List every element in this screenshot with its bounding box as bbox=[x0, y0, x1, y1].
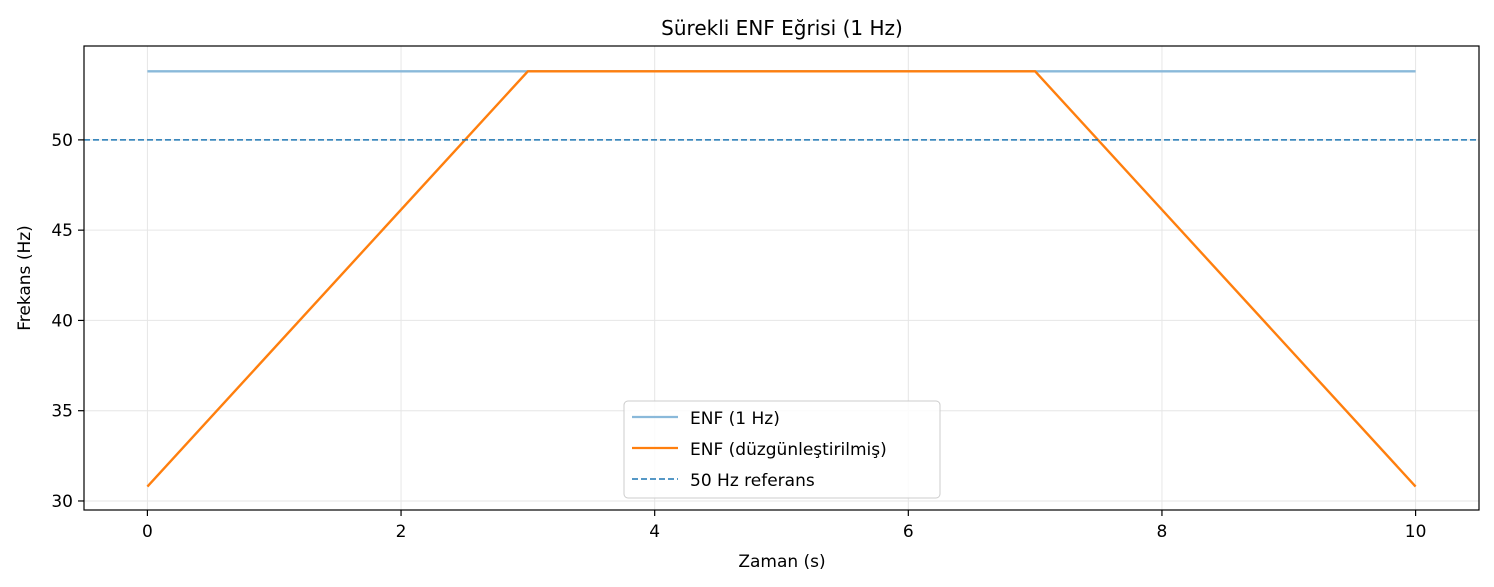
axis-ticks: 0 2 4 6 8 10 30 35 40 45 50 bbox=[51, 131, 1426, 542]
y-tick-label: 35 bbox=[51, 402, 73, 422]
grid-lines bbox=[84, 46, 1479, 510]
series-line-enf-smoothed bbox=[146, 70, 1417, 488]
plot-frame bbox=[83, 45, 1480, 511]
x-tick-label: 4 bbox=[649, 522, 660, 542]
x-tick-label: 0 bbox=[142, 522, 153, 542]
y-tick-label: 40 bbox=[51, 311, 73, 331]
y-axis-label: Frekans (Hz) bbox=[15, 225, 35, 331]
x-tick-label: 8 bbox=[1157, 522, 1168, 542]
legend-label-enf-smoothed: ENF (düzgünleştirilmiş) bbox=[690, 440, 887, 460]
y-tick-label: 50 bbox=[51, 131, 73, 151]
chart-title: Sürekli ENF Eğrisi (1 Hz) bbox=[661, 16, 903, 40]
x-tick-label: 10 bbox=[1405, 522, 1427, 542]
legend-label-50hz-reference: 50 Hz referans bbox=[690, 471, 815, 491]
x-tick-label: 2 bbox=[396, 522, 407, 542]
x-tick-label: 6 bbox=[903, 522, 914, 542]
legend-box bbox=[623, 400, 941, 499]
legend-label-enf-1hz: ENF (1 Hz) bbox=[690, 409, 780, 429]
y-tick-label: 30 bbox=[51, 492, 73, 512]
x-axis-label: Zaman (s) bbox=[738, 552, 825, 572]
y-tick-label: 45 bbox=[51, 221, 73, 241]
legend: ENF (1 Hz) ENF (düzgünleştirilmiş) 50 Hz… bbox=[623, 400, 941, 499]
series-lines bbox=[84, 70, 1479, 488]
